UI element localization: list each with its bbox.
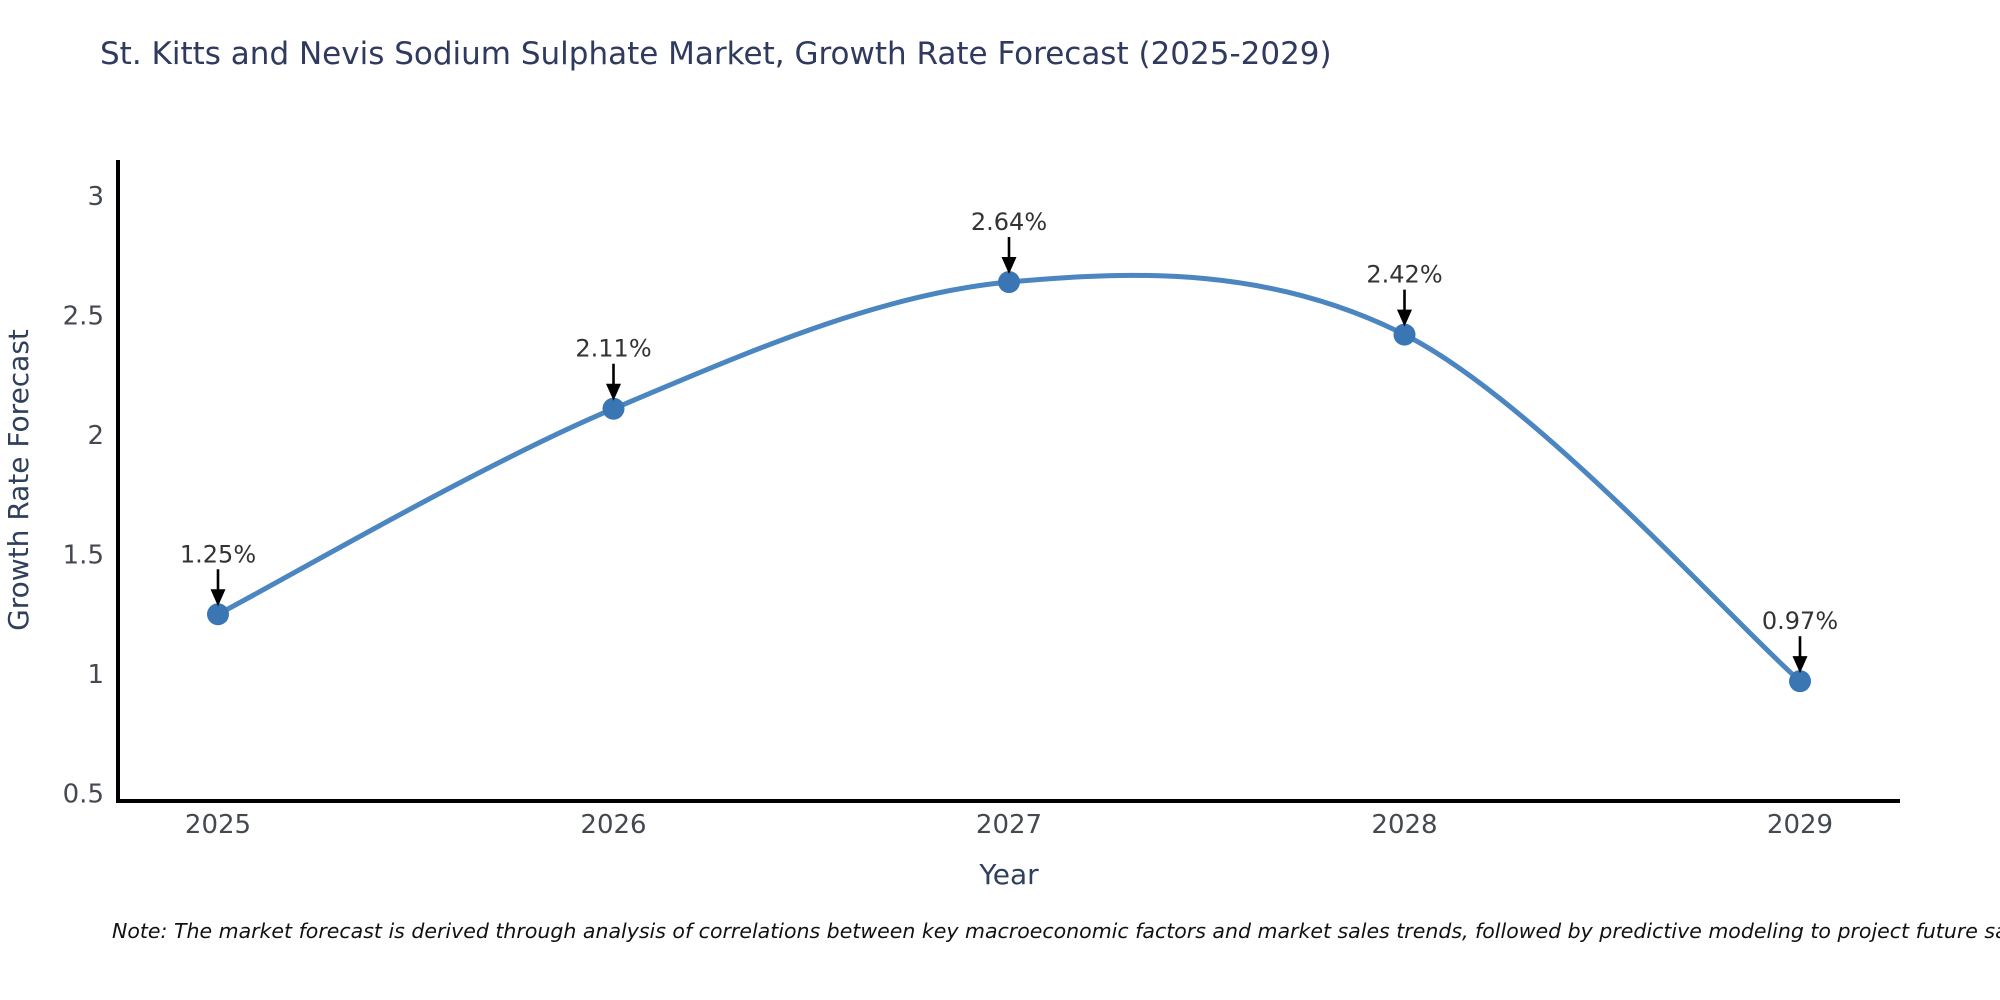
x-tick-label: 2026 [580, 810, 646, 840]
data-point-label: 2.64% [971, 208, 1047, 236]
data-point-label: 1.25% [180, 540, 256, 568]
chart-title: St. Kitts and Nevis Sodium Sulphate Mark… [100, 36, 1332, 72]
annotation-arrow-head [1001, 257, 1017, 275]
footnote: Note: The market forecast is derived thr… [112, 919, 2000, 943]
annotation-arrow-head [210, 589, 226, 607]
data-point-label: 2.42% [1366, 261, 1442, 289]
x-tick-label: 2027 [976, 810, 1042, 840]
x-tick-label: 2029 [1767, 810, 1833, 840]
y-tick-label: 3 [87, 182, 104, 212]
y-tick-label: 0.5 [63, 780, 104, 810]
x-tick-label: 2025 [185, 810, 251, 840]
data-point-label: 0.97% [1762, 607, 1838, 635]
data-point-label: 2.11% [575, 335, 651, 363]
x-axis-title: Year [978, 858, 1039, 891]
annotation-arrow-head [1397, 309, 1412, 327]
y-axis-title: Growth Rate Forecast [2, 329, 35, 631]
annotation-arrow-head [1792, 656, 1808, 674]
data-point-marker [1789, 670, 1811, 693]
y-tick-label: 2.5 [63, 302, 104, 332]
forecast-line [215, 272, 1803, 684]
y-tick-label: 1.5 [63, 541, 104, 571]
y-tick-label: 2 [87, 421, 104, 451]
data-point-marker [998, 271, 1020, 294]
x-tick-label: 2028 [1371, 810, 1437, 840]
y-tick-label: 1 [87, 660, 104, 690]
data-point-marker [1393, 323, 1416, 346]
data-point-marker [602, 397, 625, 420]
data-point-marker [207, 603, 229, 626]
annotation-arrow-head [606, 383, 621, 401]
